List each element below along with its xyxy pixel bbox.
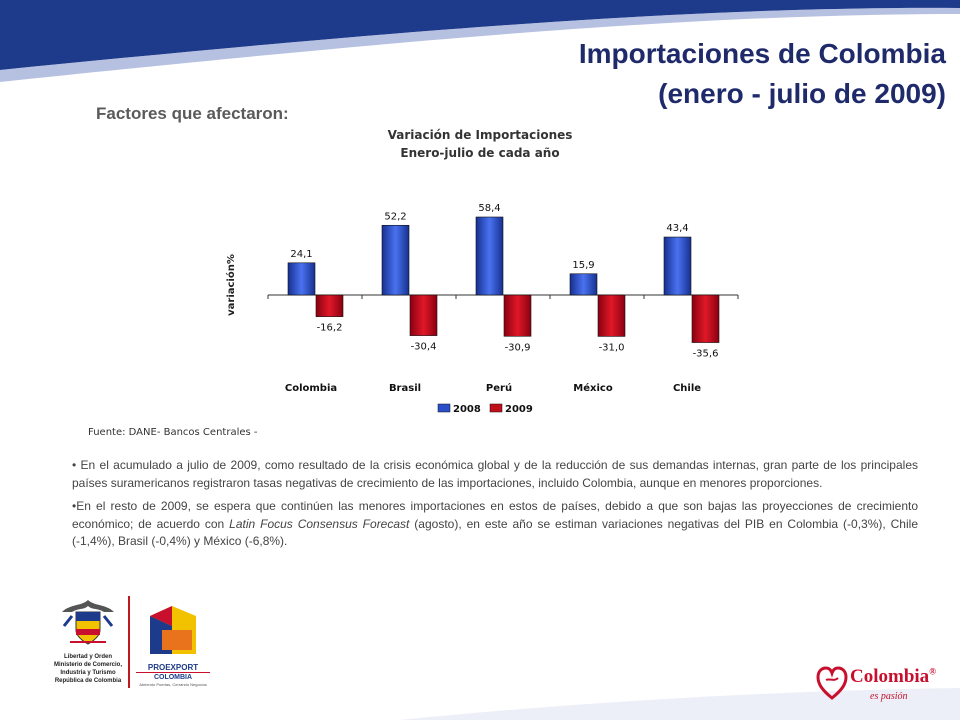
bar-2009-Brasil [409,294,438,336]
data-label: -31,0 [599,342,625,353]
chart-source: Fuente: DANE- Bancos Centrales - [88,427,258,438]
colombia-brand-tagline: es pasión [870,691,908,702]
bullet-1: • En el acumulado a julio de 2009, como … [72,458,918,490]
registered-mark: ® [929,666,936,677]
bullet-2: •En el resto de 2009, se espera que cont… [72,498,918,551]
mincomercio-line-3: Industria y Turismo [60,670,116,676]
mincomercio-line-4: República de Colombia [54,678,122,684]
chart-title: Variación de Importaciones [387,128,573,142]
x-tick-label: Chile [673,383,701,394]
title-line-2: (enero - julio de 2009) [658,78,946,109]
bar-2008-Perú [475,216,504,296]
bullet-2-text-a: •En el resto de 2009, se espera que cont… [72,499,918,531]
colombia-es-pasion-logo: Colombia® es pasión [816,660,948,708]
bar-2008-Chile [663,236,692,296]
legend-swatch-2009 [489,403,503,413]
bar-2009-México [597,294,626,337]
bar-2008-Brasil [381,224,410,296]
bullet-2-text-b: (agosto), en este año se estiman variaci… [72,516,918,549]
section-subtitle: Factores que afectaron: [96,104,289,123]
chart-title-block: Variación de Importaciones Enero-julio d… [210,126,750,162]
proexport-mark-icon [150,606,196,654]
data-label: 52,2 [384,211,406,222]
title-line-1: Importaciones de Colombia [578,38,946,69]
chart-subtitle: Enero-julio de cada año [400,146,560,160]
colombia-brand-name: Colombia [850,666,930,687]
data-label: 43,4 [666,223,688,234]
coat-of-arms-icon [62,600,114,645]
bar-2008-México [569,273,598,296]
proexport-name: PROEXPORT [147,663,199,672]
legend-label: 2009 [505,404,533,415]
data-label: 58,4 [478,203,500,214]
x-tick-label: Brasil [389,383,421,394]
data-label: -30,4 [411,342,437,353]
x-tick-label: México [573,382,613,394]
heart-icon [816,666,848,700]
data-label: -16,2 [317,323,343,334]
legend-swatch-2008 [437,403,451,413]
mincomercio-line-2: Ministerio de Comercio, [53,662,122,668]
data-label: 15,9 [572,260,594,271]
bar-2009-Chile [691,294,720,343]
data-label: -35,6 [693,349,719,360]
import-variation-chart: Variación de Importaciones Enero-julio d… [210,120,750,420]
bullet-2-source-name: Latin Focus Consensus Forecast [229,516,410,531]
x-tick-label: Perú [486,382,512,394]
x-tick-label: Colombia [285,383,337,394]
footer-swoosh [400,688,960,720]
mincomercio-logo: Libertad y Orden Ministerio de Comercio,… [52,596,124,696]
mincomercio-motto: Libertad y Orden [63,654,112,660]
proexport-logo: PROEXPORT COLOMBIA Abriendo Puertas, Cer… [136,606,210,690]
logo-divider [128,596,130,688]
bar-2009-Perú [503,294,532,337]
proexport-tagline: Abriendo Puertas, Cerrando Negocios [139,682,207,687]
bar-2008-Colombia [287,262,316,296]
data-label: 24,1 [290,249,312,260]
bar-2009-Colombia [315,294,344,317]
proexport-country: COLOMBIA [136,672,210,682]
y-axis-label: variación% [225,254,237,316]
page-title: Importaciones de Colombia (enero - julio… [579,34,946,114]
bullet-list: • En el acumulado a julio de 2009, como … [72,457,918,557]
data-label: -30,9 [505,342,531,353]
chart-svg: variación% 24,1 -16,2 Colombia 52,2 -30,4 Bras… [225,203,739,415]
legend-label: 2008 [453,404,481,415]
header-swoosh [0,0,960,82]
